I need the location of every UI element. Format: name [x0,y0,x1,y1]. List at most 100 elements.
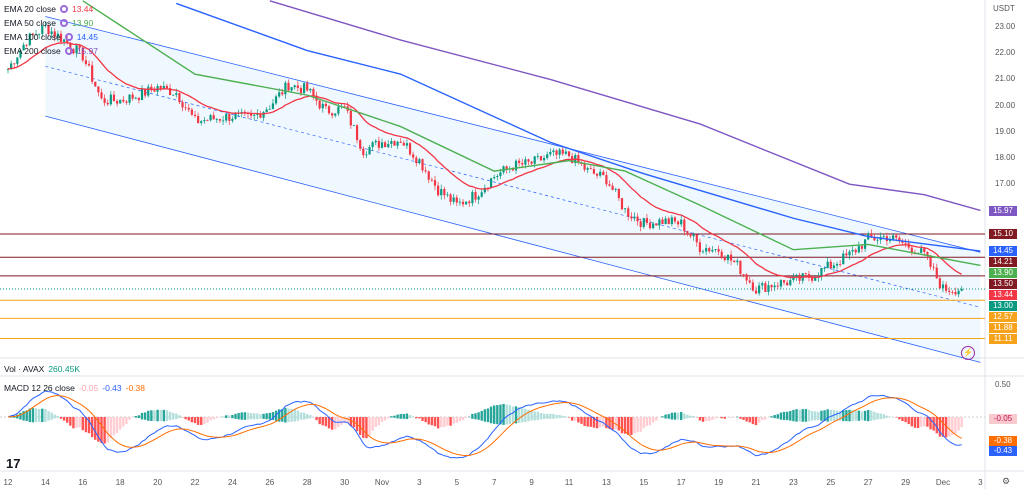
candle-body [733,260,736,263]
x-tick-label: 26 [265,478,275,487]
macd-histogram-bar [814,411,817,421]
lightning-icon[interactable]: ⚡ [961,346,975,360]
candle-body [250,114,253,116]
indicator-settings-icon[interactable] [59,5,68,13]
candle-body [552,150,555,152]
candle-body [321,103,324,109]
macd-histogram-bar [570,417,574,421]
macd-histogram-bar [580,417,583,424]
candle-body [231,118,234,121]
candle-body [10,63,13,70]
candle-body [408,143,412,155]
macd-histogram-bar [792,409,795,422]
macd-histogram-bar [932,417,935,431]
macd-histogram-bar [770,416,773,418]
candle-body [539,156,543,161]
macd-histogram-bar [109,417,113,439]
macd-histogram-bar [249,413,253,420]
macd-histogram-bar [22,411,25,421]
macd-histogram-bar [209,417,212,421]
macd-histogram-bar [907,417,910,424]
candle-body [274,96,278,104]
macd-histogram-bar [50,412,53,420]
legend-item[interactable]: EMA 100 close 14.45 [4,31,98,43]
macd-histogram-bar [415,417,418,419]
macd-histogram-bar [891,416,895,418]
macd-histogram-bar [468,416,471,418]
candle-body [617,188,620,199]
channel-lower-line [45,115,981,363]
candle-body [546,154,549,159]
candle-body [670,217,673,225]
volume-value: 260.45K [48,364,80,374]
macd-histogram-bar [318,417,321,425]
macd-line [7,390,962,459]
x-tick-label: 22 [190,478,200,487]
legend-item[interactable]: EMA 200 close 15.97 [4,45,98,57]
macd-histogram-bar [393,415,396,418]
settings-icon[interactable]: ⚙ [1002,476,1011,486]
currency-selector[interactable]: USDT [993,4,1015,13]
indicator-settings-icon[interactable] [64,47,73,55]
candle-body [826,261,829,268]
macd-histogram-bar [122,417,125,427]
macd-histogram-bar [642,417,645,429]
candle-body [212,115,215,120]
candle-body [514,160,518,171]
ema50-line [82,0,981,267]
tradingview-logo[interactable]: 17 [6,456,21,471]
macd-histogram-bar [84,417,88,433]
legend-item[interactable]: EMA 50 close 13.90 [4,17,93,29]
candle-body [327,106,331,114]
candle-body [477,196,480,200]
candle-body [761,283,764,286]
candle-body [443,189,446,196]
price-tag: 15.10 [989,228,1017,239]
candle-body [302,83,306,93]
legend-item[interactable]: EMA 20 close 13.44 [4,3,93,15]
candle-body [960,289,963,291]
macd-histogram-bar [196,417,200,425]
macd-histogram-bar [630,417,633,435]
candle-body [66,39,69,43]
candle-body [639,221,642,227]
candle-body [829,261,832,269]
macd-histogram-bar [25,410,28,421]
candle-body [368,147,371,155]
macd-histogram-bar [446,417,449,426]
macd-histogram-bar [75,417,78,428]
macd-histogram-bar [683,413,686,420]
x-tick-label: 16 [78,478,88,487]
macd-histogram-bar [623,417,627,434]
macd-histogram-bar [387,417,390,419]
candle-body [147,86,150,96]
macd-histogram-bar [365,417,368,439]
candle-body [53,31,56,37]
candle-body [72,49,75,54]
macd-histogram-bar [315,417,318,421]
candle-body [564,151,567,154]
indicator-settings-icon[interactable] [59,19,68,27]
candle-body [558,149,561,155]
candle-body [898,237,901,242]
indicator-settings-icon[interactable] [64,33,73,41]
x-tick-label: 12 [3,478,13,487]
macd-histogram-bar [215,417,219,419]
price-tag: 13.50 [989,279,1017,289]
macd-histogram-bar [402,413,406,419]
candle-body [427,171,430,180]
macd-histogram-bar [577,417,580,423]
macd-histogram-bar [549,413,552,419]
x-tick-label: 21 [751,478,761,487]
macd-histogram-bar [306,414,309,419]
macd-histogram-bar [362,417,365,438]
macd-histogram-bar [405,413,409,420]
candle-body [355,125,359,141]
price-tag: 14.21 [989,257,1017,267]
candle-body [624,208,627,210]
macd-histogram-bar [224,415,228,419]
macd-histogram-bar [605,417,608,429]
macd-histogram-bar [739,417,742,419]
x-tick-label: 14 [40,478,50,487]
